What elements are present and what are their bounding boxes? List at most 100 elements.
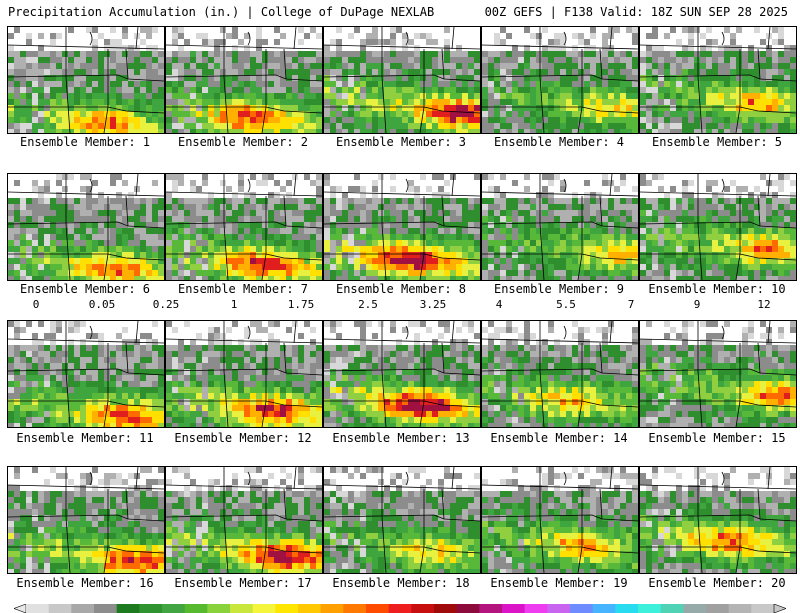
ensemble-member-map [481, 26, 639, 134]
precip-map-field [324, 321, 480, 427]
ensemble-member-label: Ensemble Member: 3 [321, 135, 481, 149]
colorbar-strip [14, 604, 786, 613]
ensemble-member-label: Ensemble Member: 8 [321, 282, 481, 296]
colorbar-tick-label: 4 [496, 298, 503, 311]
precip-map-field [324, 27, 480, 133]
ensemble-member-label: Ensemble Member: 13 [321, 431, 481, 445]
colorbar-swatch [502, 604, 525, 613]
colorbar-swatch [366, 604, 389, 613]
colorbar-tick-label: 1 [231, 298, 238, 311]
colorbar-swatch [638, 604, 661, 613]
ensemble-member-label: Ensemble Member: 14 [479, 431, 639, 445]
ensemble-member-map [639, 26, 797, 134]
colorbar-swatch [661, 604, 684, 613]
colorbar-swatch [321, 604, 344, 613]
precip-map-field [482, 27, 638, 133]
ensemble-member-map [639, 173, 797, 281]
ensemble-member-map [7, 320, 165, 428]
ensemble-member-map [7, 26, 165, 134]
colorbar-swatch [525, 604, 548, 613]
colorbar-tick-label: 0.25 [153, 298, 180, 311]
colorbar-tick-label: 5.5 [556, 298, 576, 311]
precip-map-field [166, 174, 322, 280]
precip-map-field [482, 174, 638, 280]
ensemble-member-label: Ensemble Member: 15 [637, 431, 797, 445]
colorbar-swatch [117, 604, 140, 613]
precip-map-field [640, 174, 796, 280]
colorbar-swatch [434, 604, 457, 613]
colorbar-tick-label: 1.75 [288, 298, 315, 311]
precip-map-field [166, 27, 322, 133]
model-valid-time: 00Z GEFS | F138 Valid: 18Z SUN SEP 28 20… [485, 5, 788, 19]
ensemble-member-label: Ensemble Member: 4 [479, 135, 639, 149]
ensemble-member-map [323, 26, 481, 134]
precip-map-field [640, 467, 796, 573]
ensemble-member-map [323, 173, 481, 281]
ensemble-member-map [481, 173, 639, 281]
precip-map-field [640, 27, 796, 133]
precip-map-field [166, 467, 322, 573]
precip-map-field [640, 321, 796, 427]
ensemble-member-label: Ensemble Member: 12 [163, 431, 323, 445]
precip-map-field [482, 467, 638, 573]
colorbar-swatch [94, 604, 117, 613]
precip-map-field [324, 174, 480, 280]
colorbar-swatch [275, 604, 298, 613]
colorbar-swatch [615, 604, 638, 613]
colorbar-swatch [683, 604, 706, 613]
ensemble-member-label: Ensemble Member: 2 [163, 135, 323, 149]
ensemble-member-label: Ensemble Member: 19 [479, 576, 639, 590]
ensemble-member-label: Ensemble Member: 11 [5, 431, 165, 445]
colorbar-min-arrow [14, 604, 26, 613]
colorbar-swatch [298, 604, 321, 613]
colorbar-tick-label: 3.25 [420, 298, 447, 311]
colorbar-swatch [706, 604, 729, 613]
ensemble-member-label: Ensemble Member: 5 [637, 135, 797, 149]
ensemble-member-map [7, 173, 165, 281]
ensemble-member-map [323, 320, 481, 428]
colorbar-swatch [389, 604, 412, 613]
colorbar-swatch [185, 604, 208, 613]
colorbar-max-arrow [774, 604, 786, 613]
colorbar-swatch [479, 604, 502, 613]
colorbar-swatch [457, 604, 480, 613]
colorbar-swatch [71, 604, 94, 613]
colorbar-tick-label: 7 [628, 298, 635, 311]
colorbar-swatch [411, 604, 434, 613]
ensemble-member-map [323, 466, 481, 574]
colorbar-swatch [49, 604, 72, 613]
colorbar-swatch [139, 604, 162, 613]
precip-map-field [8, 27, 164, 133]
colorbar-swatch [751, 604, 774, 613]
colorbar-swatch [207, 604, 230, 613]
ensemble-member-label: Ensemble Member: 7 [163, 282, 323, 296]
colorbar-swatch [729, 604, 752, 613]
colorbar-swatch [570, 604, 593, 613]
ensemble-member-map [165, 26, 323, 134]
colorbar-swatch [547, 604, 570, 613]
colorbar-swatch [253, 604, 276, 613]
ensemble-member-map [481, 320, 639, 428]
precip-map-field [8, 174, 164, 280]
precip-map-field [8, 321, 164, 427]
colorbar-tick-label: 0 [33, 298, 40, 311]
ensemble-member-label: Ensemble Member: 9 [479, 282, 639, 296]
ensemble-member-map [165, 466, 323, 574]
precip-map-field [8, 467, 164, 573]
ensemble-member-label: Ensemble Member: 1 [5, 135, 165, 149]
precip-map-field [324, 467, 480, 573]
ensemble-member-label: Ensemble Member: 17 [163, 576, 323, 590]
colorbar-swatch [230, 604, 253, 613]
ensemble-member-map [639, 466, 797, 574]
ensemble-member-map [639, 320, 797, 428]
ensemble-member-map [481, 466, 639, 574]
precip-map-field [482, 321, 638, 427]
colorbar-tick-label: 9 [694, 298, 701, 311]
colorbar-tick-label: 12 [757, 298, 770, 311]
colorbar-tick-label: 2.5 [358, 298, 378, 311]
ensemble-member-label: Ensemble Member: 18 [321, 576, 481, 590]
ensemble-member-map [165, 320, 323, 428]
precip-map-field [166, 321, 322, 427]
colorbar-swatch [343, 604, 366, 613]
colorbar-swatch [26, 604, 49, 613]
